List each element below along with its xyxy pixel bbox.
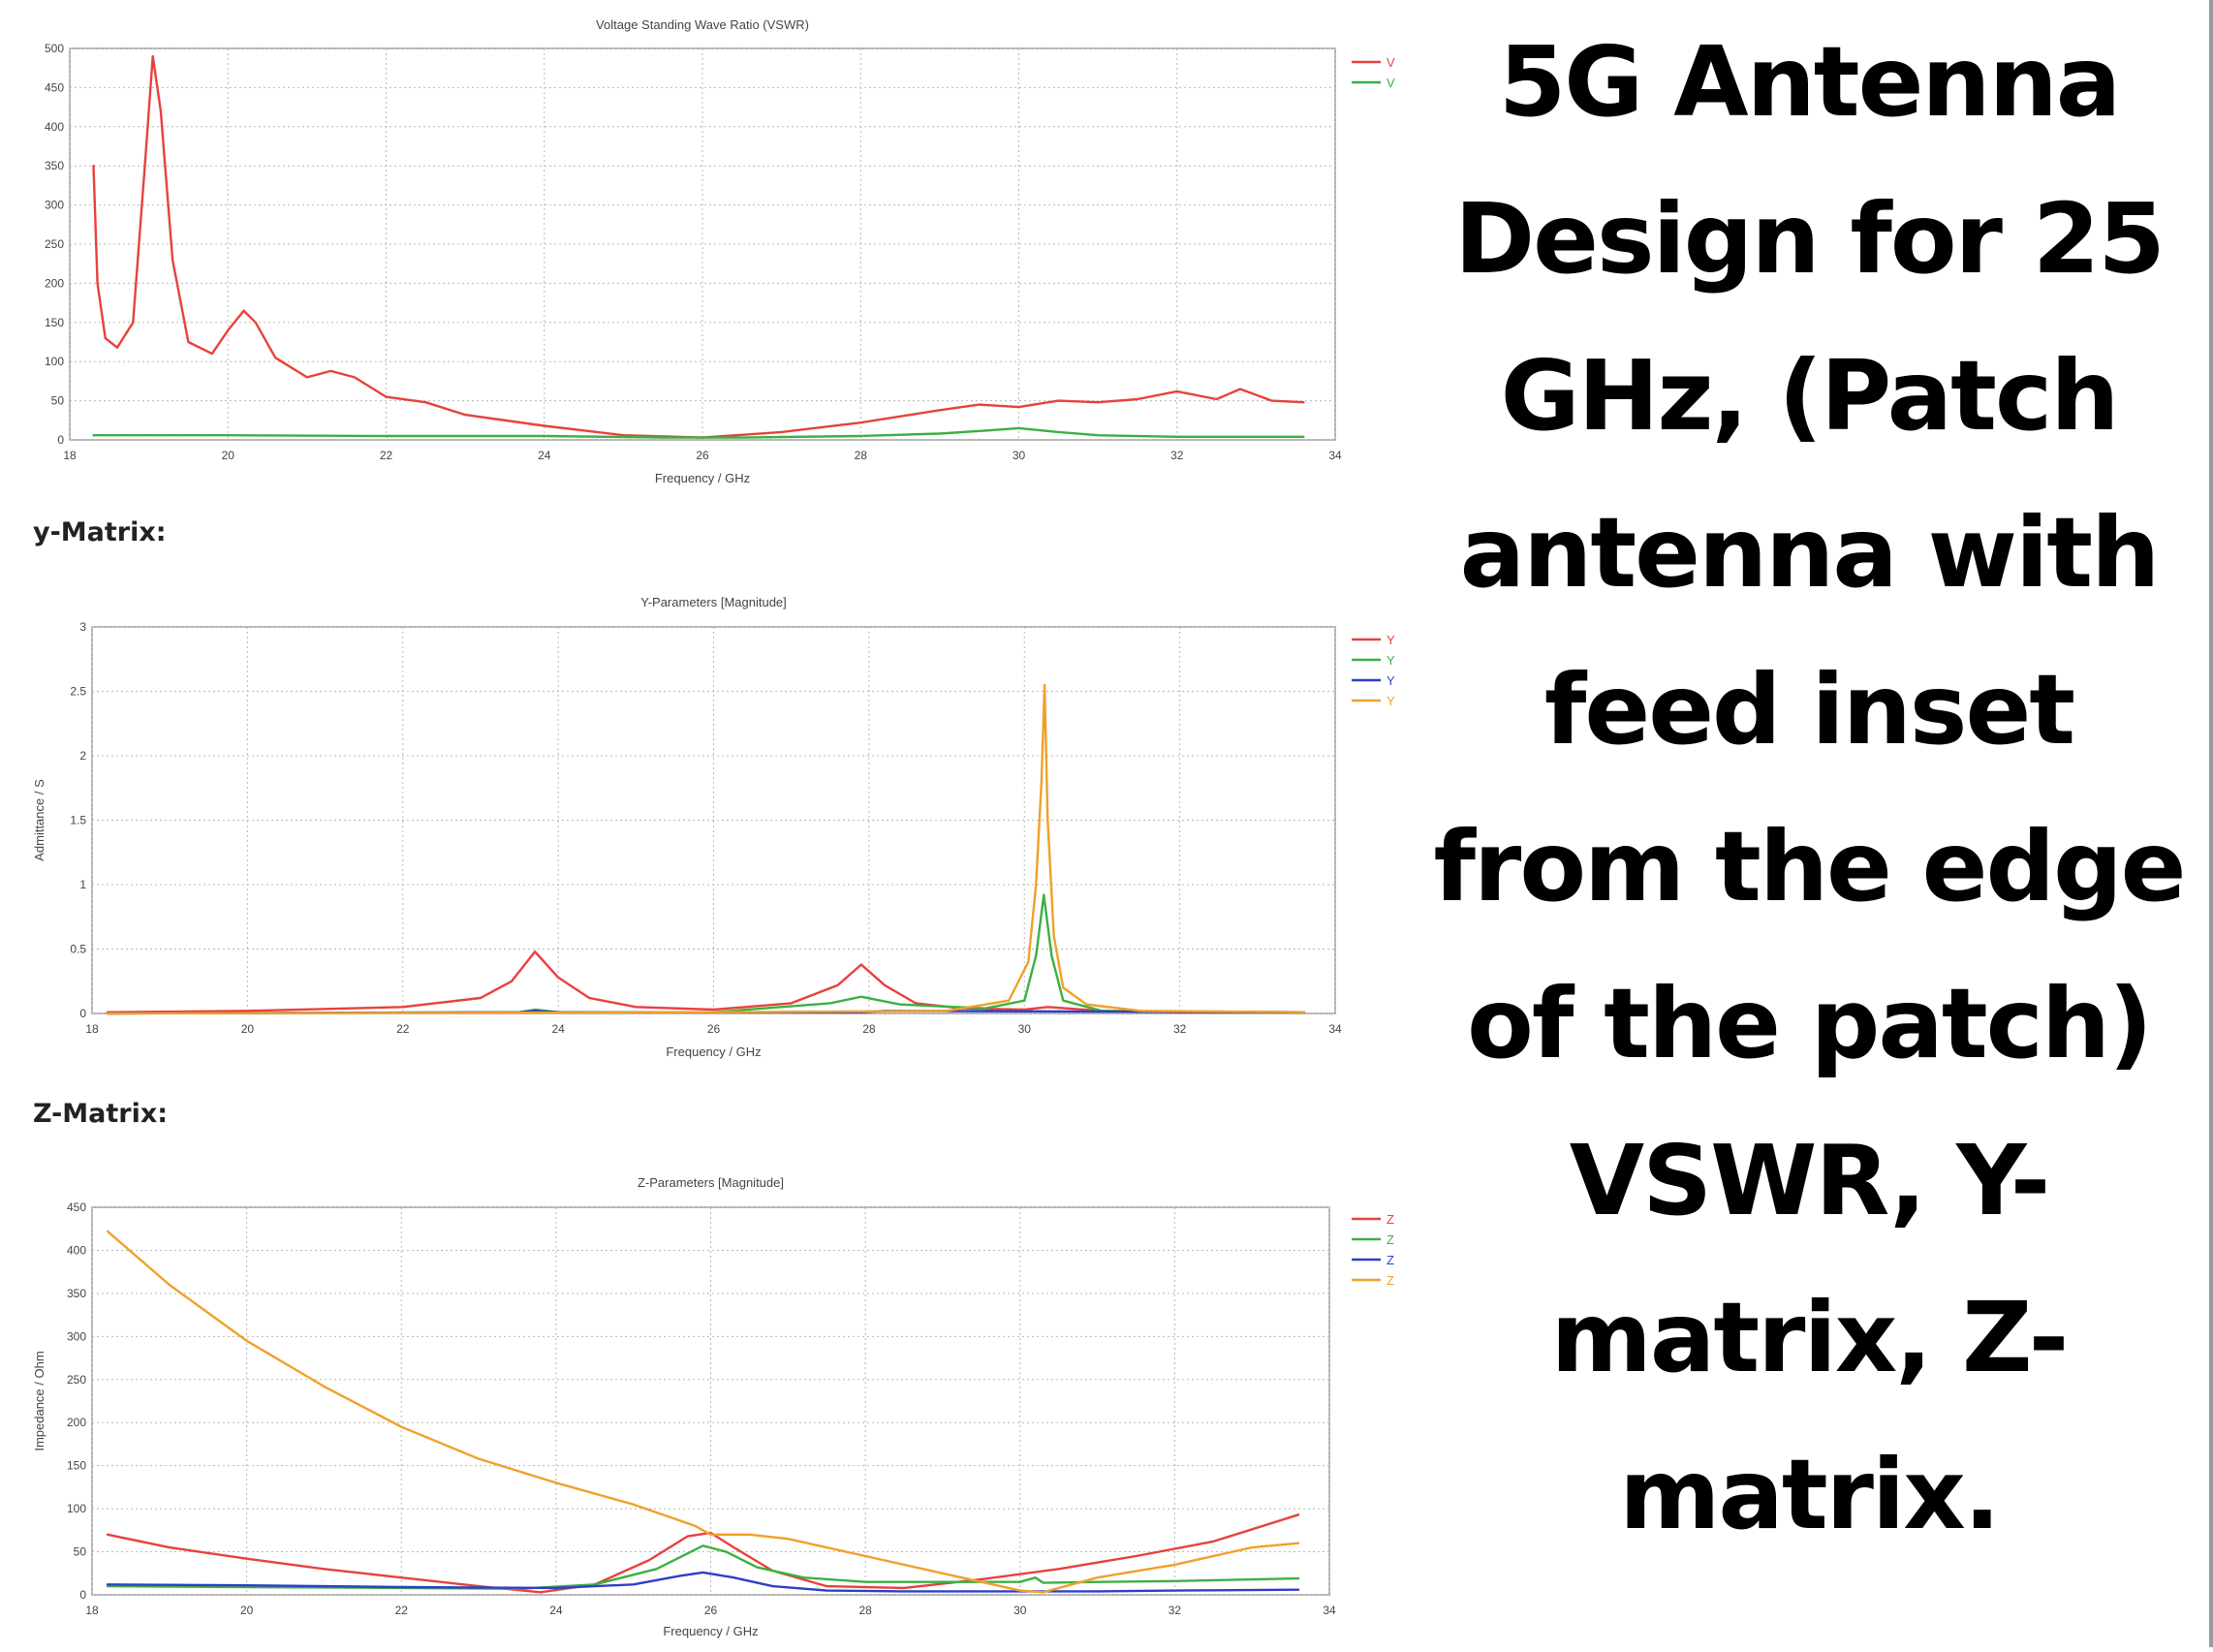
z-matrix-label: Z-Matrix:: [33, 1099, 169, 1129]
chart-2-x-tick-label: 18: [85, 1022, 99, 1036]
chart-2-legend-label-3: Y1(1),1(2): [1387, 673, 1395, 688]
chart-2-x-tick-label: 28: [862, 1022, 876, 1036]
chart-3-y-tick-label: 250: [67, 1373, 86, 1387]
chart-2-x-tick-label: 20: [241, 1022, 255, 1036]
chart-1-x-tick-label: 26: [696, 449, 709, 462]
chart-1-x-axis-label: Frequency / GHz: [655, 471, 750, 485]
chart-1-x-tick-label: 20: [222, 449, 235, 462]
chart-1-series-1-line: [92, 54, 1305, 439]
chart-3-y-tick-label: 50: [74, 1545, 87, 1559]
chart-3-legend-label-3: Z1(1),1(2): [1387, 1253, 1395, 1267]
chart-1-y-tick-label: 150: [45, 316, 64, 329]
chart-1-y-tick-label: 500: [45, 42, 64, 55]
chart-1-y-tick-label: 50: [51, 394, 65, 408]
chart-1-x-tick-label: 34: [1328, 449, 1342, 462]
chart-3-y-tick-label: 150: [67, 1459, 86, 1473]
chart-2-y-tick-label: 1.5: [70, 814, 86, 827]
chart-3-y-axis-label: Impedance / Ohm: [32, 1351, 47, 1450]
charts-svg: 18 20 22 24 26 28 30 32 340501001502002503003504…: [32, 17, 1447, 1638]
chart-2-y-tick-label: 2.5: [70, 685, 86, 699]
chart-2-series-1-line: [106, 951, 1306, 1013]
chart-3-x-tick-label: 18: [85, 1604, 99, 1617]
y-matrix-label: y-Matrix:: [33, 517, 167, 547]
chart-2-y-tick-label: 1: [79, 878, 86, 891]
chart-1-y-tick-label: 250: [45, 237, 64, 251]
chart-1-x-tick-label: 18: [63, 449, 77, 462]
chart-2-x-tick-label: 22: [396, 1022, 410, 1036]
chart-1-y-tick-label: 350: [45, 159, 64, 172]
chart-3-x-tick-label: 28: [858, 1604, 872, 1617]
title-block: 5G Antenna Design for 25 GHz, (Patch ant…: [1405, 0, 2213, 1647]
chart-3-y-tick-label: 450: [67, 1200, 86, 1214]
chart-3-legend-label-4: Z1(2),1(2): [1387, 1273, 1395, 1288]
chart-3-title: Z-Parameters [Magnitude]: [638, 1175, 784, 1190]
chart-3-y-tick-label: 200: [67, 1416, 86, 1429]
chart-3-x-tick-label: 20: [240, 1604, 254, 1617]
chart-3-y-tick-label: 350: [67, 1287, 86, 1300]
chart-2-x-tick-label: 32: [1173, 1022, 1187, 1036]
chart-3-y-tick-label: 400: [67, 1243, 86, 1257]
chart-3-series-3-line: [106, 1571, 1300, 1593]
chart-3-x-tick-label: 26: [704, 1604, 718, 1617]
chart-2-y-tick-label: 0.5: [70, 943, 86, 956]
chart-1-series-2-line: [92, 426, 1305, 439]
chart-2-y-tick-label: 3: [79, 620, 86, 634]
chart-2-y-tick-label: 0: [79, 1007, 86, 1020]
chart-1-legend-label-1: VSWR1(1): [1387, 55, 1395, 70]
chart-1-x-tick-label: 22: [380, 449, 393, 462]
chart-2-x-tick-label: 30: [1018, 1022, 1032, 1036]
chart-1-y-tick-label: 100: [45, 355, 64, 368]
chart-3-x-tick-label: 24: [549, 1604, 563, 1617]
chart-3-x-tick-label: 32: [1169, 1604, 1182, 1617]
chart-3-x-tick-label: 22: [395, 1604, 409, 1617]
chart-3-y-tick-label: 0: [79, 1588, 86, 1602]
chart-2-legend-label-4: Y1(2),1(2): [1387, 694, 1395, 708]
chart-3-x-axis-label: Frequency / GHz: [663, 1624, 758, 1638]
chart-2-series-4-line: [106, 683, 1306, 1015]
chart-1-y-tick-label: 450: [45, 80, 64, 94]
chart-1-x-tick-label: 24: [538, 449, 551, 462]
chart-1-x-tick-label: 28: [855, 449, 868, 462]
chart-3-x-tick-label: 34: [1323, 1604, 1336, 1617]
chart-1-y-tick-label: 0: [57, 433, 64, 447]
chart-3-series-4-line: [106, 1230, 1300, 1594]
chart-1-y-tick-label: 400: [45, 120, 64, 134]
chart-1-y-tick-label: 200: [45, 276, 64, 290]
chart-3-y-tick-label: 100: [67, 1502, 86, 1515]
chart-1-title: Voltage Standing Wave Ratio (VSWR): [596, 17, 809, 32]
chart-2-x-tick-label: 34: [1328, 1022, 1342, 1036]
chart-3-legend-label-1: Z1(1),1(1): [1387, 1212, 1395, 1227]
plots-area: 18 20 22 24 26 28 30 32 34 0 50 100 150 200 250 300 350 4…: [32, 17, 1447, 1638]
chart-2-legend-label-2: Y1(2),1(1): [1387, 653, 1395, 668]
chart-2-y-axis-label: Admittance / S: [32, 779, 47, 861]
chart-3-legend-label-2: Z1(2),1(1): [1387, 1232, 1395, 1247]
headline: 5G Antenna Design for 25 GHz, (Patch ant…: [1433, 25, 2187, 1551]
chart-1-legend-label-2: VSWR1(2): [1387, 76, 1395, 90]
chart-1-y-tick-label: 300: [45, 199, 64, 212]
chart-2-legend-label-1: Y1(1),1(1): [1387, 633, 1395, 647]
chart-3-series-1-line: [106, 1513, 1300, 1594]
chart-1-x-tick-label: 30: [1013, 449, 1026, 462]
right-edge-divider: [2209, 0, 2213, 1647]
chart-2-y-tick-label: 2: [79, 749, 86, 763]
chart-3-y-tick-label: 300: [67, 1329, 86, 1343]
chart-3-x-tick-label: 30: [1013, 1604, 1027, 1617]
chart-2-title: Y-Parameters [Magnitude]: [640, 595, 787, 609]
chart-2-x-tick-label: 26: [707, 1022, 721, 1036]
chart-2-x-tick-label: 24: [551, 1022, 565, 1036]
chart-1-x-tick-label: 32: [1170, 449, 1184, 462]
chart-2-x-axis-label: Frequency / GHz: [666, 1044, 761, 1059]
